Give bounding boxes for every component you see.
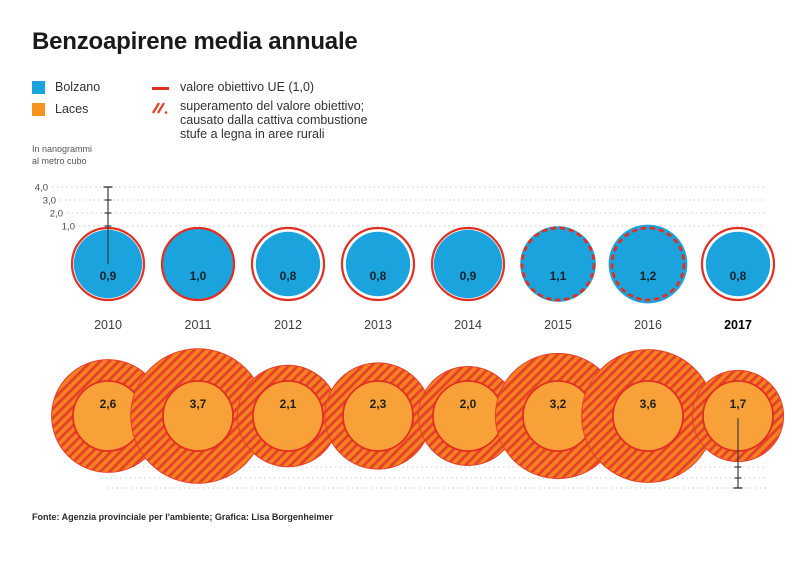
laces-target-core (342, 380, 414, 452)
bolzano-value-label: 1,0 (190, 269, 207, 283)
y-tick-label: 2,0 (50, 209, 63, 220)
legend-item-target: valore obiettivo UE (1,0) (152, 80, 472, 94)
hatch-icon (152, 99, 180, 141)
legend-item-exceed: superamento del valore obiettivo; causat… (152, 99, 472, 141)
laces-target-core (612, 380, 684, 452)
year-label-2014: 2014 (454, 318, 482, 332)
bolzano-value-label: 1,1 (550, 269, 567, 283)
axis-note-line-1: In nanogrammi (32, 144, 93, 154)
y-tick-label: 1,0 (62, 222, 75, 233)
bolzano-swatch-icon (32, 80, 45, 94)
laces-value-label: 2,6 (100, 397, 117, 411)
bolzano-circle-2015 (520, 226, 596, 302)
bolzano-circle-2013 (345, 231, 411, 297)
target-line-icon (152, 80, 180, 94)
year-label-2010: 2010 (94, 318, 122, 332)
exceed-line-2: causato dalla cattiva combustione (180, 113, 368, 127)
laces-value-label: 2,1 (280, 397, 297, 411)
bolzano-circle-2014 (433, 229, 503, 299)
laces-target-core (252, 380, 324, 452)
legend-label-target: valore obiettivo UE (1,0) (180, 80, 315, 94)
y-tick-label: 3,0 (43, 196, 56, 207)
bolzano-value-label: 0,9 (100, 269, 117, 283)
source-credit: Fonte: Agenzia provinciale per l'ambient… (32, 512, 333, 522)
laces-swatch-icon (32, 102, 45, 116)
target-ring (160, 226, 236, 302)
bolzano-value-label: 0,8 (280, 269, 297, 283)
hatch-icon-stroke (152, 102, 160, 114)
laces-value-label: 1,7 (730, 397, 747, 411)
year-label-2017: 2017 (724, 318, 752, 332)
target-ring (250, 226, 326, 302)
year-label-2016: 2016 (634, 318, 662, 332)
laces-target-core (162, 380, 234, 452)
legend-item-laces: Laces (32, 102, 152, 116)
hatch-icon-dot (164, 111, 168, 114)
target-ring (340, 226, 416, 302)
target-ring-exceeded (610, 226, 686, 302)
laces-value-label: 2,3 (370, 397, 387, 411)
bolzano-circle-2011 (162, 228, 234, 300)
axis-note-line-2: al metro cubo (32, 155, 87, 166)
legend-annotations: valore obiettivo UE (1,0) superamento de… (152, 80, 472, 146)
laces-value-label: 3,2 (550, 397, 567, 411)
year-label-2015: 2015 (544, 318, 572, 332)
y-tick-label: 4,0 (35, 183, 48, 194)
axis-unit-note: In nanogrammi al metro cubo (32, 144, 92, 167)
laces-target-core (432, 380, 504, 452)
target-ring-exceeded (520, 226, 596, 302)
target-ring (430, 226, 506, 302)
year-label-2011: 2011 (185, 318, 212, 332)
bolzano-value-label: 1,2 (640, 269, 657, 283)
target-ring (700, 226, 776, 302)
page-title: Benzoapirene media annuale (32, 28, 358, 55)
bolzano-value-label: 0,8 (730, 269, 747, 283)
legend-item-bolzano: Bolzano (32, 80, 152, 94)
legend-series: Bolzano Laces (32, 80, 152, 124)
exceed-line-3: stufe a legna in aree rurali (180, 127, 325, 141)
legend-label-bolzano: Bolzano (55, 80, 101, 94)
hatch-icon-stroke (157, 102, 165, 114)
year-label-2013: 2013 (364, 318, 392, 332)
year-label-2012: 2012 (274, 318, 302, 332)
laces-value-label: 2,0 (460, 397, 477, 411)
bolzano-circle-2017 (705, 231, 771, 297)
laces-value-label: 3,7 (190, 397, 207, 411)
legend-label-exceed: superamento del valore obiettivo; causat… (180, 99, 368, 141)
bolzano-circle-2016 (608, 224, 688, 304)
exceed-line-1: superamento del valore obiettivo; (180, 99, 365, 113)
bolzano-circle-2012 (255, 231, 321, 297)
legend-label-laces: Laces (55, 102, 89, 116)
bolzano-value-label: 0,8 (370, 269, 387, 283)
bolzano-value-label: 0,9 (460, 269, 477, 283)
laces-value-label: 3,6 (640, 397, 657, 411)
